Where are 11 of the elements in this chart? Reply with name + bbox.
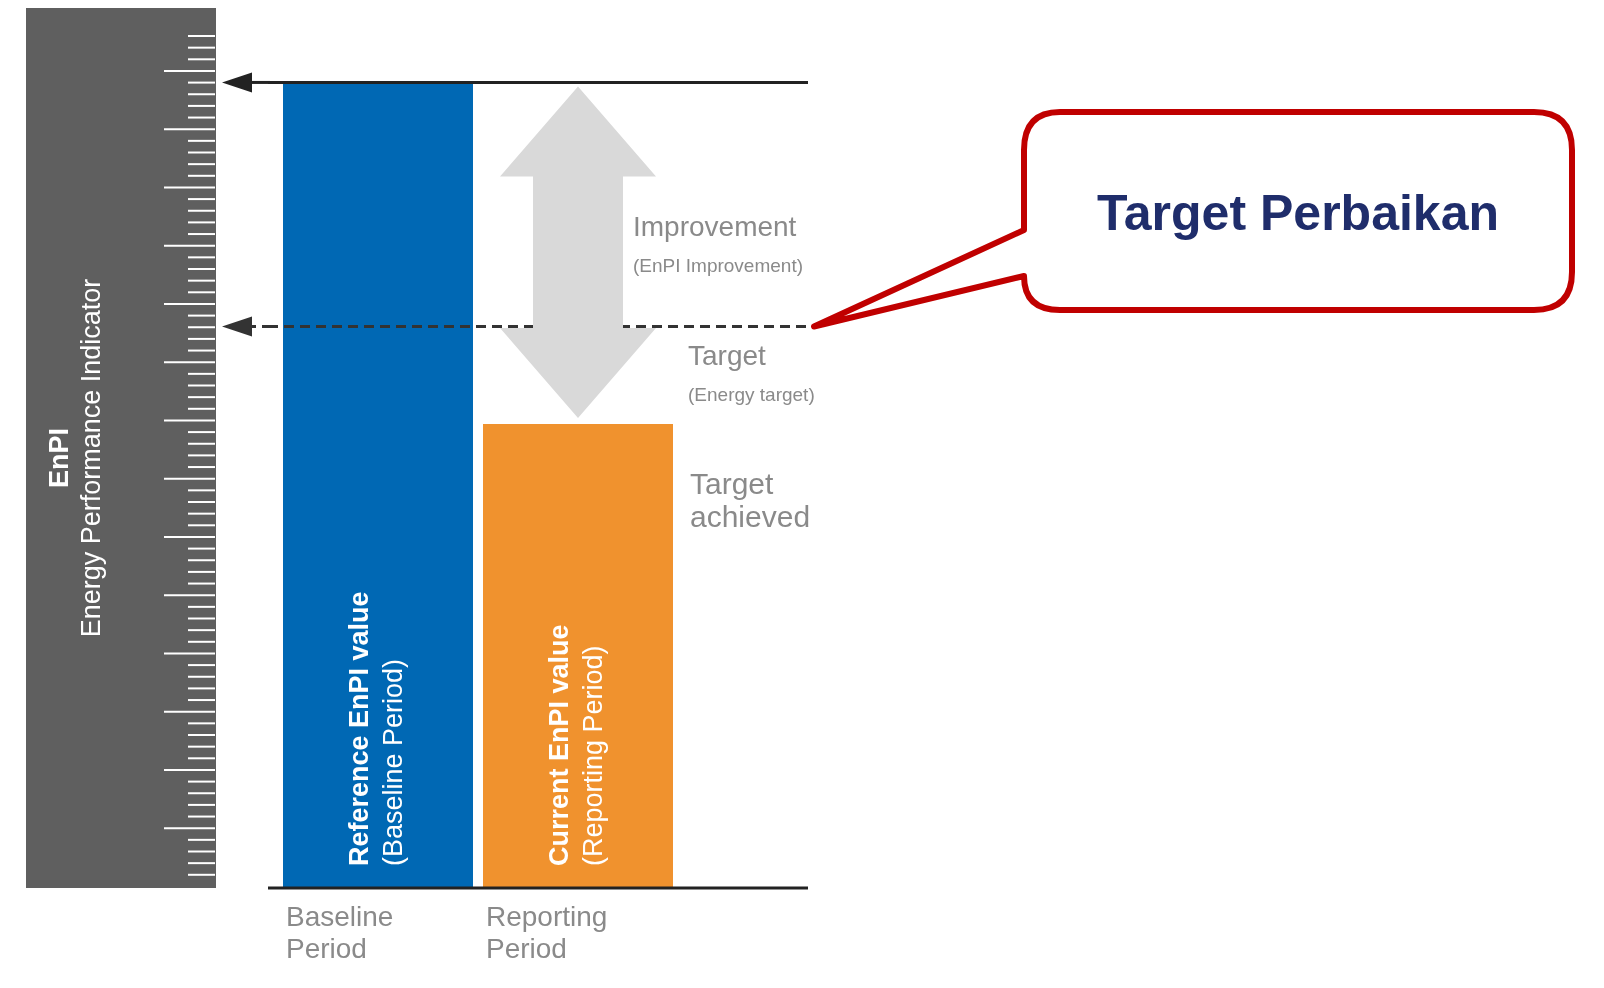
- x-tick-label: Reporting Period: [486, 901, 608, 964]
- text: EnPI Energy Performance Indicator: [44, 278, 106, 638]
- annotation: (EnPI Improvement): [633, 255, 803, 276]
- annotation: Reference EnPI value (Baseline Period): [344, 591, 408, 866]
- annotation: Improvement: [633, 211, 797, 242]
- ref-line-label: Target: [688, 339, 767, 371]
- annotation: Current EnPI value (Reporting Period): [544, 624, 608, 866]
- x-tick-label: Baseline Period: [286, 901, 394, 964]
- annotation: (Energy target): [688, 383, 815, 405]
- text: Target Perbaikan: [1096, 185, 1500, 241]
- annotation: Target achieved: [690, 467, 811, 533]
